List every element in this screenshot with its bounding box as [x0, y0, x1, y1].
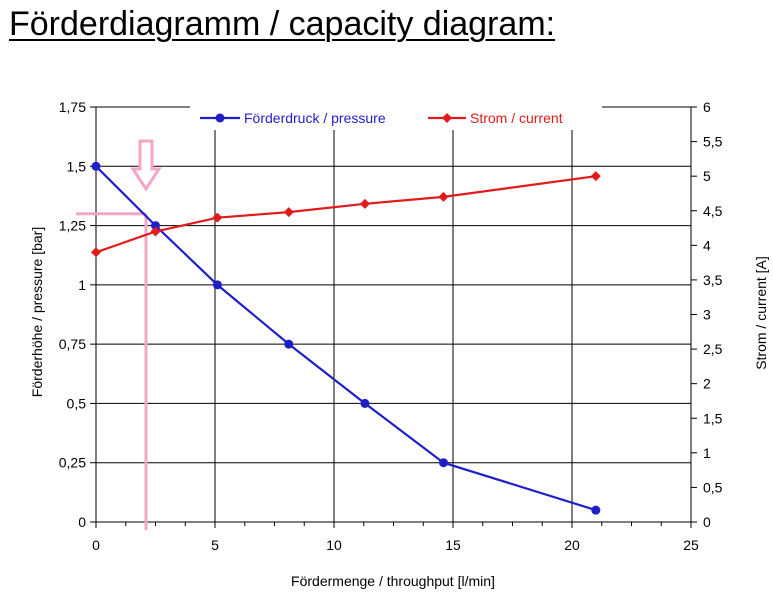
legend-marker-current: [442, 113, 452, 123]
legend: Förderdruck / pressure Strom / current: [190, 104, 602, 130]
y-tick-label: 0,25: [59, 455, 86, 471]
grid-layer: [96, 106, 692, 522]
y2-tick-label: 3,5: [703, 272, 723, 288]
series-layer: [91, 161, 601, 515]
y-tick-label: 0,5: [67, 395, 87, 411]
y2-tick-label: 2,5: [703, 341, 723, 357]
data-point-pressure: [151, 221, 160, 231]
legend-marker-pressure: [215, 113, 225, 123]
y-tick-label: 0,75: [59, 336, 86, 352]
data-point-current: [150, 226, 161, 237]
legend-label-pressure: Förderdruck / pressure: [244, 110, 386, 126]
y-tick-label: 1,25: [59, 218, 86, 234]
y-tick-label: 1,5: [67, 158, 87, 174]
data-point-pressure: [591, 505, 601, 515]
series-line-pressure: [95, 165, 597, 512]
y2-axis-label: Strom / current [A]: [753, 256, 769, 370]
annotation-layer: [76, 139, 162, 530]
data-point-pressure: [284, 339, 294, 349]
x-tick-label: 15: [445, 537, 461, 553]
data-point-current: [212, 212, 223, 223]
x-tick-label: 10: [326, 537, 342, 553]
y2-tick-label: 2: [703, 376, 711, 392]
data-point-current: [359, 198, 370, 209]
data-point-current: [91, 247, 101, 258]
y2-tick-label: 3: [703, 307, 711, 323]
y-tick-label: 0: [78, 514, 86, 530]
data-point-current: [590, 171, 601, 182]
y2-tick-label: 4: [703, 237, 711, 253]
y2-tick-label: 6: [703, 99, 711, 115]
y2-tick-label: 0: [703, 514, 711, 530]
data-point-current: [438, 191, 449, 202]
y2-tick-label: 5: [703, 168, 711, 184]
page-title: Förderdiagramm / capacity diagram:: [9, 5, 556, 43]
y2-tick-label: 4,5: [703, 203, 723, 219]
data-point-pressure: [360, 398, 370, 408]
legend-background: [190, 104, 602, 130]
y-tick-label: 1,75: [59, 99, 86, 115]
legend-label-current: Strom / current: [470, 110, 563, 126]
data-point-pressure: [438, 458, 448, 468]
annotation-arrow: [130, 139, 162, 192]
x-tick-label: 5: [211, 537, 219, 553]
y2-tick-label: 1,5: [703, 410, 723, 426]
data-point-pressure: [212, 280, 222, 290]
x-tick-label: 20: [564, 537, 580, 553]
y2-tick-label: 1: [703, 445, 711, 461]
x-tick-label: 0: [92, 537, 100, 553]
y2-tick-label: 0,5: [703, 479, 723, 495]
x-tick-label: 25: [683, 537, 699, 553]
x-axis-label: Fördermenge / throughput [l/min]: [291, 573, 495, 589]
axis-layer: 0 0,25 0,5 0,75 1 1,25 1,5 1,75 0 0,5 1 1,5 2 2,5 3 3,5…: [59, 99, 723, 553]
data-point-current: [283, 207, 294, 218]
data-point-pressure: [91, 161, 101, 171]
y2-tick-label: 5,5: [703, 134, 723, 150]
y-tick-label: 1: [78, 277, 86, 293]
y-axis-label: Förderhöhe / pressure [bar]: [29, 227, 45, 397]
